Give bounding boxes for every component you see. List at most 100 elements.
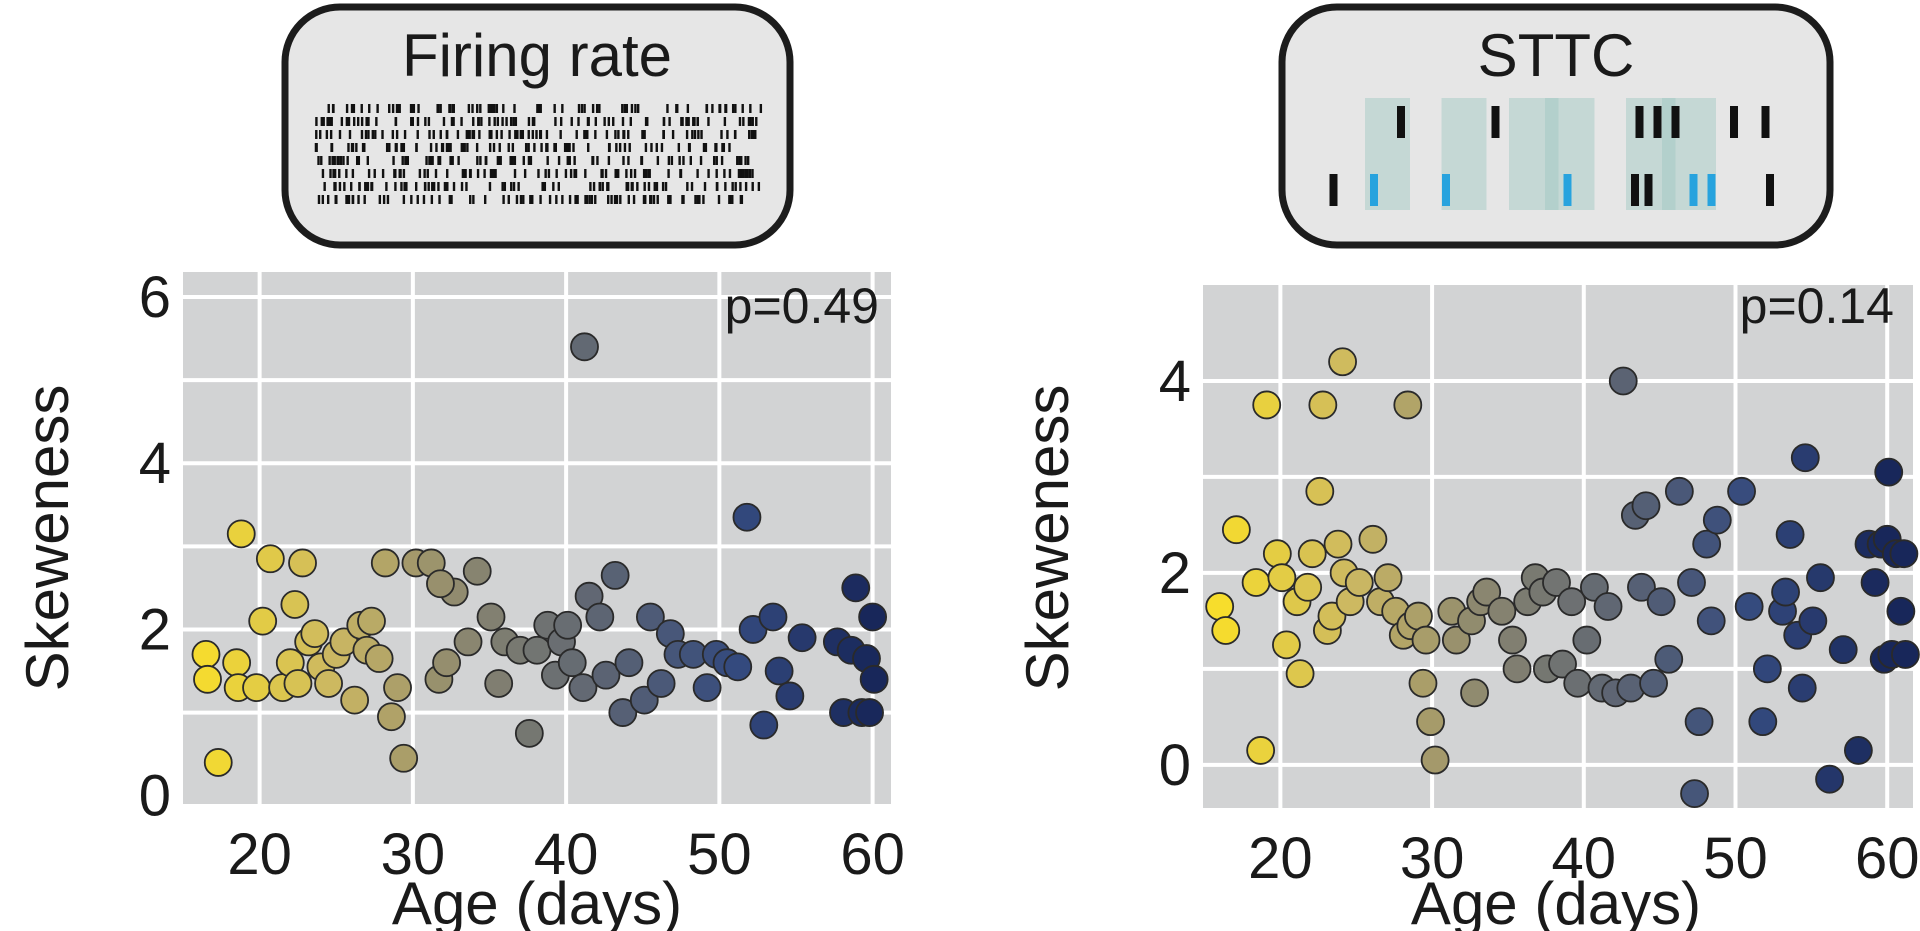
data-point [389,743,419,773]
spike-tick [714,143,717,152]
spike-tick [568,156,571,165]
spike-tick [443,182,447,191]
data-point [1221,515,1251,545]
data-point [570,332,599,362]
spike-tick [741,169,745,178]
sttc-spike-trains [1329,98,1774,210]
data-point [1323,529,1353,559]
spike-tick [465,182,468,191]
data-point [255,544,285,574]
spike-tick [1329,174,1338,206]
spike-tick [466,143,469,152]
data-point [858,602,888,632]
spike-tick [431,156,434,165]
spike-tick [614,169,617,178]
y-tick-labels: 0 2 4 [1159,349,1191,798]
data-point [1246,736,1276,765]
spike-tick [547,169,551,178]
spike-tick [355,143,358,152]
spike-tick [495,104,499,113]
data-point [1860,568,1890,597]
data-point [1460,678,1489,708]
data-point [1654,644,1684,674]
data-point [749,710,779,740]
spike-tick [544,169,547,178]
spike-tick [339,156,343,165]
spike-tick [621,117,625,126]
spike-tick [751,130,754,139]
spike-tick [446,143,450,152]
spike-tick [559,130,562,139]
spike-tick [496,117,500,126]
spike-tick [333,169,337,178]
x-tick-label: 40 [1552,826,1617,891]
spike-tick [429,143,433,152]
spike-tick [361,143,365,152]
spike-tick [728,195,731,204]
spike-tick [1563,174,1572,206]
data-point [242,673,271,703]
spike-tick [502,104,505,113]
spike-tick [644,117,648,126]
spike-tick [448,195,452,204]
spike-tick [404,156,407,165]
spike-tick [644,195,647,204]
data-point [758,602,788,632]
spike-tick [536,104,539,113]
spike-tick [634,104,637,113]
spike-tick [561,195,564,204]
spike-tick [388,104,391,113]
spike-tick [693,117,696,126]
spike-tick [614,130,617,139]
data-point [1498,625,1527,655]
spike-tick [340,117,344,126]
spike-tick [393,169,396,178]
data-point [1205,592,1235,621]
spike-tick [739,182,742,191]
data-point [723,652,753,682]
spike-tick [757,182,761,191]
spike-tick [466,130,469,139]
spike-tick [643,182,646,191]
y-tick-label: 0 [139,764,171,829]
data-point [280,590,310,619]
spike-tick [507,195,510,204]
data-point [1305,476,1335,506]
spike-tick [661,182,665,191]
spike-tick [566,143,569,152]
spike-tick [479,156,482,165]
spike-tick [450,195,453,204]
spike-tick [337,156,340,165]
spike-tick [555,169,558,178]
spike-tick [493,117,496,126]
data-point [1252,390,1282,420]
spike-tick [698,195,701,204]
spike-tick [720,130,723,139]
spike-tick [1644,174,1653,206]
spike-tick [584,195,587,204]
spike-tick [687,117,690,126]
spike-tick [343,182,346,191]
data-point [226,519,256,549]
spike-tick [721,143,724,152]
spike-tick [540,143,543,152]
spike-tick [357,195,360,204]
spike-tick [317,156,320,165]
spike-tick [416,195,419,204]
spike-tick [460,182,464,191]
spike-tick [406,156,409,165]
data-point [600,561,630,590]
data-point [1828,635,1858,665]
spike-tick [490,104,494,113]
data-point [1696,606,1726,636]
spike-tick [707,117,710,126]
data-point [1441,625,1471,655]
spike-tick [726,130,729,139]
spike-tick [734,130,737,139]
data-point [283,669,313,698]
data-point [1727,476,1756,506]
firing-rate-inset: Firing rate [281,3,794,249]
spike-tick [399,169,402,178]
spike-tick [513,156,516,165]
spike-tick [612,117,615,126]
